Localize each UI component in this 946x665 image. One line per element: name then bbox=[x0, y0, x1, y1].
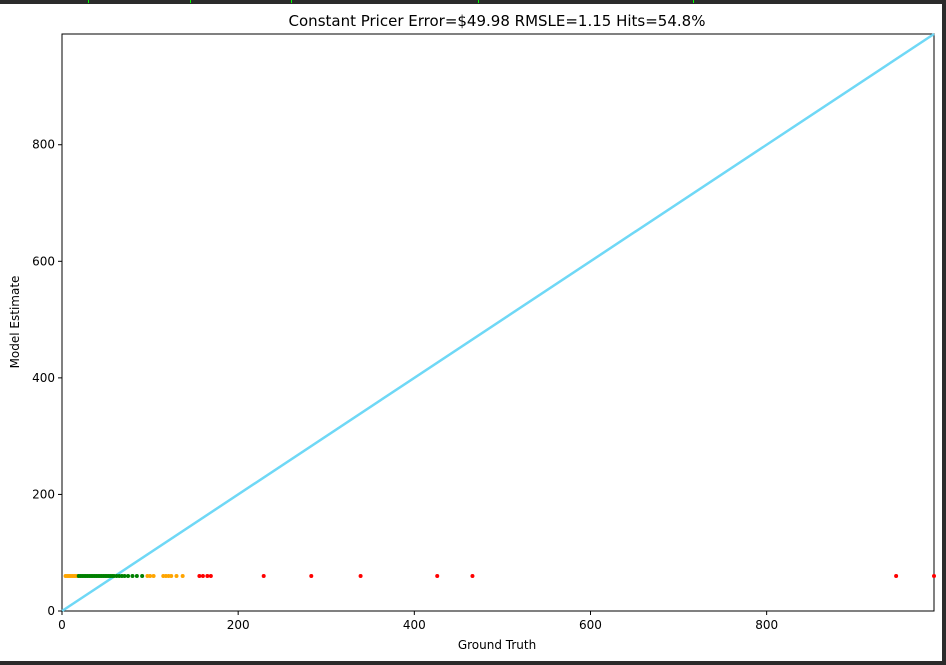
strip-marker bbox=[693, 0, 694, 3]
reference-line-layer bbox=[61, 32, 935, 613]
scatter-point-red bbox=[200, 574, 205, 579]
scatter-point-red bbox=[309, 574, 314, 579]
y-tick-label: 200 bbox=[32, 487, 55, 501]
strip-marker bbox=[190, 0, 191, 3]
scatter-point-green bbox=[134, 574, 139, 579]
scatter-point-red bbox=[932, 574, 936, 579]
axes-layer: 0 200 400 600 800 0 200 400 600 800 bbox=[32, 138, 778, 632]
scatter-point-orange bbox=[174, 574, 179, 579]
strip-marker bbox=[478, 0, 479, 3]
y-tick-label: 0 bbox=[47, 604, 55, 618]
scatter-point-red bbox=[208, 574, 213, 579]
scatter-point-orange bbox=[180, 574, 185, 579]
scatter-point-red bbox=[435, 574, 440, 579]
scatter-point-green bbox=[130, 574, 135, 579]
scatter-point-red bbox=[261, 574, 266, 579]
y-axis-label: Model Estimate bbox=[8, 276, 22, 369]
x-tick-label: 600 bbox=[579, 618, 602, 632]
reference-line-y-equals-x bbox=[61, 32, 935, 613]
scatter-point-orange bbox=[151, 574, 156, 579]
y-tick-label: 400 bbox=[32, 371, 55, 385]
strip-marker bbox=[291, 0, 292, 3]
y-tick-label: 800 bbox=[32, 138, 55, 152]
scatter-point-green bbox=[140, 574, 145, 579]
scatter-point-green bbox=[122, 574, 127, 579]
scatter-point-red bbox=[358, 574, 363, 579]
scatter-point-red bbox=[470, 574, 475, 579]
scatter-point-green bbox=[126, 574, 131, 579]
scatter-point-orange bbox=[148, 574, 153, 579]
scatter-point-red bbox=[205, 574, 210, 579]
x-tick-label: 400 bbox=[403, 618, 426, 632]
scatter-point-orange bbox=[169, 574, 174, 579]
scatter-point-red bbox=[197, 574, 202, 579]
x-tick-label: 800 bbox=[755, 618, 778, 632]
scatter-point-red bbox=[894, 574, 899, 579]
x-tick-label: 0 bbox=[58, 618, 66, 632]
x-axis-label: Ground Truth bbox=[458, 638, 536, 652]
window-top-strip bbox=[0, 0, 946, 4]
x-tick-label: 200 bbox=[227, 618, 250, 632]
y-tick-label: 600 bbox=[32, 254, 55, 268]
chart-title: Constant Pricer Error=$49.98 RMSLE=1.15 … bbox=[289, 12, 706, 30]
points-layer bbox=[63, 574, 936, 579]
strip-marker bbox=[88, 0, 89, 3]
